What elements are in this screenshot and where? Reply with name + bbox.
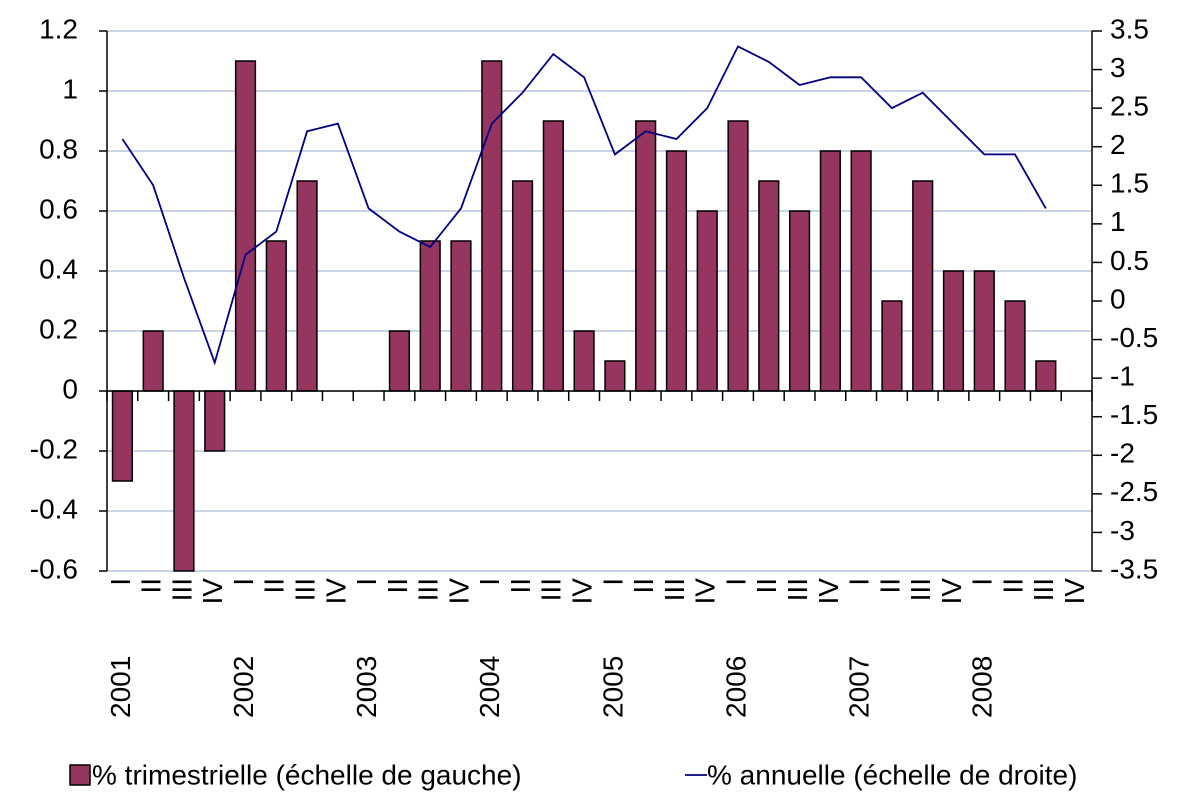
x-tick-label: II	[751, 578, 782, 594]
x-tick-label: II	[382, 578, 413, 594]
x-tick-label: III	[659, 578, 690, 601]
year-label: 2004	[474, 656, 505, 718]
bar	[1035, 360, 1057, 392]
y2-tick-label: 3	[1110, 52, 1126, 83]
y-tick-label: 0.8	[39, 133, 78, 164]
y2-tick-label: 1	[1110, 206, 1126, 237]
y-tick-label: 0.6	[39, 193, 78, 224]
bar	[234, 60, 257, 392]
y2-tick-label: -2	[1110, 438, 1135, 469]
x-tick-label: III	[905, 578, 936, 601]
x-tick-label: III	[782, 578, 813, 601]
y2-tick-label: 2.5	[1110, 91, 1149, 122]
bar	[758, 180, 780, 392]
x-tick-label: I	[597, 578, 628, 586]
bar	[111, 390, 133, 482]
x-tick-label: I	[228, 578, 259, 586]
x-tick-label: IV	[320, 578, 351, 605]
x-tick-label: I	[105, 578, 136, 586]
bar	[265, 240, 287, 392]
bar	[942, 270, 965, 392]
bar	[573, 330, 595, 392]
year-label: 2006	[720, 656, 751, 718]
year-label: 2008	[967, 656, 998, 718]
line	[121, 45, 1047, 366]
y2-tick-label: 3.5	[1110, 13, 1149, 44]
y2-tick-label: 1.5	[1110, 168, 1149, 199]
x-tick-label: IV	[690, 578, 721, 605]
y2-tick-label: 0	[1110, 283, 1126, 314]
bar	[173, 390, 195, 572]
x-tick-label: II	[505, 578, 536, 594]
bar	[819, 150, 841, 392]
x-tick-label: III	[413, 578, 444, 601]
x-tick-label: IV	[443, 578, 474, 605]
bar	[635, 120, 657, 392]
year-label: 2003	[351, 656, 382, 718]
bar	[912, 180, 934, 392]
y2-tick-label: 2	[1110, 129, 1126, 160]
x-tick-label: II	[259, 578, 290, 594]
x-tick-label: II	[997, 578, 1028, 594]
x-tick-label: II	[628, 578, 659, 594]
y-tick-label: 1	[62, 73, 78, 104]
x-tick-label: III	[166, 578, 197, 601]
x-tick-label: II	[136, 578, 167, 594]
x-tick-label: I	[844, 578, 875, 586]
legend-swatch	[69, 764, 91, 786]
x-tick-label: I	[474, 578, 505, 586]
x-tick-label: III	[1028, 578, 1059, 601]
x-tick-label: I	[351, 578, 382, 586]
x-tick-label: III	[536, 578, 567, 601]
x-tick-label: I	[720, 578, 751, 586]
year-label: 2005	[597, 656, 628, 718]
legend-label: % trimestrielle (échelle de gauche)	[92, 759, 522, 790]
x-tick-label: IV	[1059, 578, 1090, 605]
x-tick-label: IV	[197, 578, 228, 605]
x-tick-label: IV	[936, 578, 967, 605]
bar	[788, 210, 811, 392]
x-tick-label: III	[289, 578, 320, 601]
bar	[450, 240, 472, 392]
x-tick-label: II	[874, 578, 905, 594]
y-tick-label: -0.6	[30, 553, 78, 584]
bar	[881, 300, 903, 392]
y-tick-label: 0.4	[39, 253, 78, 284]
bar	[696, 210, 718, 392]
bar	[1004, 300, 1026, 392]
y2-tick-label: -2.5	[1110, 476, 1158, 507]
bar	[973, 270, 995, 392]
year-label: 2001	[105, 656, 136, 718]
x-tick-label: I	[967, 578, 998, 586]
y-tick-label: 0	[62, 373, 78, 404]
bar	[604, 360, 626, 392]
bar	[665, 150, 688, 392]
bar	[204, 390, 226, 452]
bar	[727, 120, 749, 392]
y2-tick-label: -0.5	[1110, 322, 1158, 353]
y-tick-label: -0.2	[30, 433, 78, 464]
y2-tick-label: -3.5	[1110, 553, 1158, 584]
y-tick-label: -0.4	[30, 493, 78, 524]
bar	[511, 180, 534, 392]
y2-tick-label: -1	[1110, 361, 1135, 392]
bar	[419, 240, 441, 392]
year-label: 2007	[844, 656, 875, 718]
y-tick-label: 0.2	[39, 313, 78, 344]
y-tick-label: 1.2	[39, 13, 78, 44]
y2-tick-label: -1.5	[1110, 399, 1158, 430]
bar	[481, 60, 503, 392]
bar	[142, 330, 164, 392]
bar	[388, 330, 411, 392]
bar	[542, 120, 564, 392]
bar	[850, 150, 872, 392]
bar	[296, 180, 318, 392]
y2-tick-label: 0.5	[1110, 245, 1149, 276]
year-label: 2002	[228, 656, 259, 718]
legend-label: % annuelle (échelle de droite)	[707, 759, 1077, 790]
y2-tick-label: -3	[1110, 515, 1135, 546]
x-tick-label: IV	[813, 578, 844, 605]
x-tick-label: IV	[567, 578, 598, 605]
